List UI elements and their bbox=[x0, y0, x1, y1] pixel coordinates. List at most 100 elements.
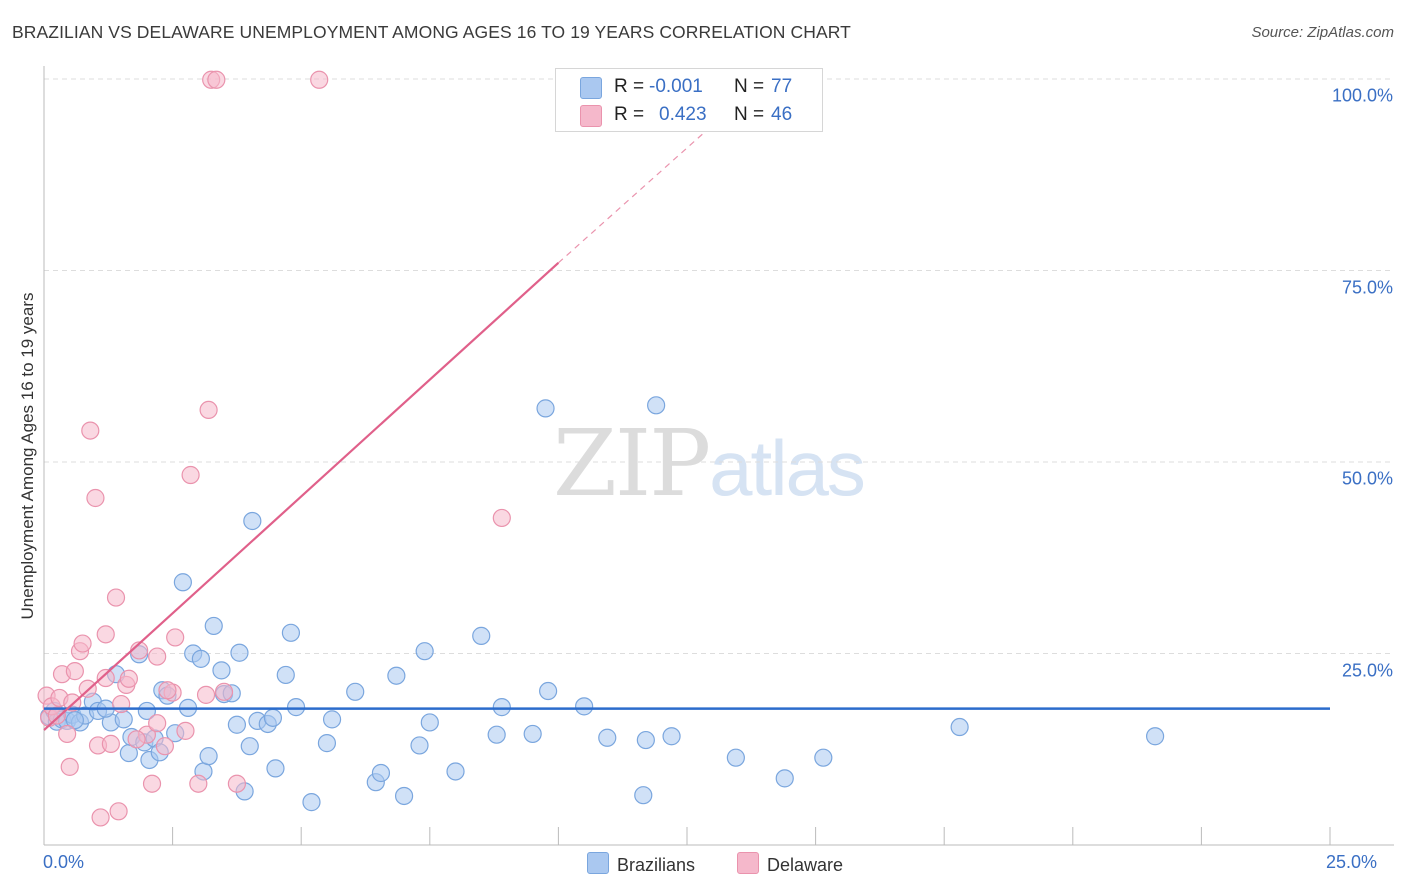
legend-item-brazilians[interactable]: Brazilians bbox=[587, 852, 695, 876]
y-tick-label: 100.0% bbox=[1331, 85, 1393, 106]
data-point bbox=[86, 488, 105, 508]
legend-label: Delaware bbox=[767, 855, 844, 875]
stats-n-label: N = bbox=[734, 76, 765, 97]
data-point bbox=[263, 708, 283, 727]
data-point bbox=[950, 717, 969, 737]
stats-box: R = -0.001 N = 77 R = 0.423 N = 46 bbox=[555, 68, 823, 132]
legend-label: Brazilians bbox=[617, 855, 696, 875]
data-point bbox=[81, 421, 100, 440]
data-point bbox=[212, 661, 231, 680]
data-point bbox=[230, 643, 249, 662]
stats-n-label: N = bbox=[734, 104, 765, 125]
data-point bbox=[302, 793, 321, 812]
data-point bbox=[207, 70, 226, 89]
data-point bbox=[96, 668, 115, 688]
data-point bbox=[636, 730, 655, 750]
data-point bbox=[310, 70, 329, 89]
data-point bbox=[181, 465, 200, 485]
stats-r-label: R = bbox=[614, 76, 645, 97]
data-point bbox=[598, 728, 617, 747]
data-point bbox=[472, 626, 491, 645]
data-point bbox=[73, 634, 92, 653]
data-point bbox=[112, 694, 131, 714]
legend-swatch-pink bbox=[737, 852, 759, 874]
legend-swatch-blue bbox=[587, 852, 609, 874]
data-point bbox=[266, 759, 285, 778]
data-point bbox=[775, 769, 794, 788]
gridlines bbox=[44, 78, 1394, 654]
stats-n-value: 77 bbox=[771, 76, 793, 97]
stats-row-brazilians: R = -0.001 N = 77 bbox=[556, 74, 822, 102]
data-point bbox=[536, 399, 555, 418]
data-point bbox=[227, 715, 246, 734]
data-point bbox=[394, 786, 414, 806]
data-point bbox=[106, 588, 126, 607]
data-point bbox=[127, 730, 146, 749]
data-point bbox=[173, 573, 192, 592]
data-point bbox=[317, 734, 337, 753]
watermark-zip: ZIP bbox=[553, 410, 711, 517]
data-point bbox=[446, 762, 465, 781]
data-point bbox=[575, 697, 594, 716]
data-point bbox=[191, 649, 210, 668]
data-point bbox=[371, 763, 391, 783]
data-point bbox=[1146, 727, 1165, 746]
data-point bbox=[662, 727, 681, 746]
data-point bbox=[243, 511, 262, 531]
data-point bbox=[240, 737, 259, 756]
data-point bbox=[96, 625, 115, 644]
stats-row-delaware: R = 0.423 N = 46 bbox=[556, 102, 822, 130]
y-tick-label: 75.0% bbox=[1341, 277, 1393, 297]
x-tick-label-min: 0.0% bbox=[43, 852, 85, 872]
trend-line-delaware bbox=[43, 262, 560, 731]
data-point bbox=[109, 802, 128, 821]
stats-r-value: -0.001 bbox=[649, 76, 703, 97]
data-point bbox=[492, 698, 511, 717]
data-point bbox=[65, 711, 84, 730]
trend-line-delaware-extension bbox=[558, 124, 714, 264]
stats-swatch-pink bbox=[580, 105, 602, 127]
stats-n-value: 46 bbox=[771, 104, 793, 125]
data-point bbox=[155, 737, 174, 756]
data-point bbox=[114, 710, 133, 729]
data-point bbox=[199, 400, 218, 420]
data-point bbox=[523, 724, 542, 744]
data-point bbox=[65, 662, 84, 681]
data-point bbox=[63, 693, 82, 712]
data-point bbox=[276, 665, 295, 685]
data-point bbox=[281, 623, 301, 642]
data-point bbox=[322, 710, 342, 729]
data-point bbox=[148, 647, 167, 666]
data-point bbox=[101, 734, 120, 753]
data-point bbox=[415, 642, 434, 661]
data-point bbox=[204, 616, 223, 636]
data-point bbox=[387, 666, 406, 685]
data-point bbox=[647, 396, 666, 415]
data-point bbox=[58, 724, 77, 744]
data-point bbox=[492, 508, 511, 528]
data-point bbox=[487, 725, 506, 744]
axes bbox=[43, 66, 1394, 846]
watermark: ZIPatlas bbox=[553, 410, 866, 517]
data-point bbox=[346, 682, 365, 701]
y-tick-label: 50.0% bbox=[1341, 468, 1393, 489]
series-delaware bbox=[37, 70, 511, 827]
data-point bbox=[158, 681, 177, 700]
legend-item-delaware[interactable]: Delaware bbox=[737, 852, 843, 876]
stats-r-label: R = bbox=[614, 104, 645, 125]
series-brazilians bbox=[40, 396, 1165, 812]
data-point bbox=[227, 774, 246, 793]
watermark-atlas: atlas bbox=[709, 424, 866, 512]
data-point bbox=[199, 747, 218, 766]
data-point bbox=[214, 682, 234, 701]
data-point bbox=[539, 681, 558, 701]
data-point bbox=[726, 748, 745, 767]
data-point bbox=[176, 721, 195, 740]
data-point bbox=[91, 808, 110, 827]
data-point bbox=[60, 757, 79, 776]
stats-r-value: 0.423 bbox=[659, 104, 707, 125]
data-point bbox=[286, 698, 306, 717]
data-point bbox=[166, 628, 185, 647]
trend-lines bbox=[43, 124, 1330, 731]
